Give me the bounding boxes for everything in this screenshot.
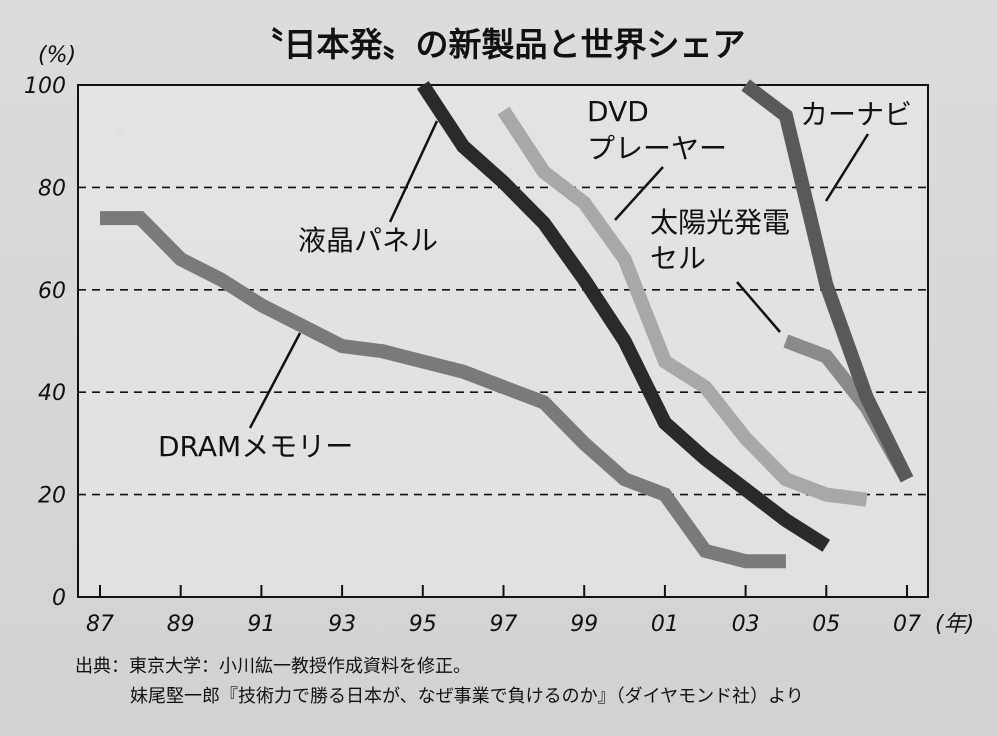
leader-solar <box>736 281 781 333</box>
y-tick-label-20: 20 <box>38 484 66 509</box>
label-solar-1: 太陽光発電 <box>650 206 790 239</box>
source-line-2: 妹尾堅一郎『技術力で勝る日本が、なぜ事業で負けるのか』（ダイヤモンド社）より <box>130 686 804 707</box>
x-axis: 87 89 91 93 95 97 99 01 03 05 07 <box>86 585 921 637</box>
chart-title: 〝日本発〟の新製品と世界シェア <box>251 25 746 64</box>
x-tick-label-89: 89 <box>167 612 195 637</box>
leader-dram <box>248 332 302 429</box>
label-solar-2: セル <box>650 242 706 275</box>
series-line-1 <box>416 81 831 552</box>
y-tick-label-100: 100 <box>24 74 66 99</box>
series-lines <box>100 79 914 569</box>
leader-lcd <box>388 120 439 223</box>
x-tick-label-95: 95 <box>409 612 437 637</box>
series-line-2 <box>497 106 868 507</box>
x-tick-label-03: 03 <box>732 612 760 637</box>
label-dvd-2: プレーヤー <box>587 132 727 165</box>
label-dvd-1: DVD <box>587 95 649 128</box>
y-tick-label-60: 60 <box>38 279 66 304</box>
series-line-0 <box>100 211 786 569</box>
leader-dvd <box>614 166 664 221</box>
y-tick-label-0: 0 <box>52 586 66 611</box>
x-tick-label-07: 07 <box>893 612 921 637</box>
source-line-1: 出典：東京大学：小川紘一教授作成資料を修正。 <box>75 656 471 677</box>
x-unit-label: (年) <box>935 612 974 637</box>
x-tick-label-99: 99 <box>570 612 598 637</box>
y-tick-label-40: 40 <box>38 381 66 406</box>
x-tick-label-87: 87 <box>86 612 114 637</box>
leader-carnavi <box>824 133 870 202</box>
x-tick-label-97: 97 <box>490 612 518 637</box>
y-axis: 0 20 40 60 80 100 <box>24 74 66 611</box>
x-tick-label-91: 91 <box>247 612 275 637</box>
label-dram: DRAMメモリー <box>158 430 353 463</box>
y-unit-label: (%) <box>38 43 76 68</box>
x-tick-label-93: 93 <box>328 612 356 637</box>
y-tick-label-80: 80 <box>38 176 66 201</box>
series-line-4 <box>741 79 914 483</box>
label-lcd: 液晶パネル <box>298 224 438 257</box>
x-tick-label-01: 01 <box>651 612 679 637</box>
label-carnavi: カーナビ <box>800 98 912 131</box>
x-tick-label-05: 05 <box>812 612 840 637</box>
